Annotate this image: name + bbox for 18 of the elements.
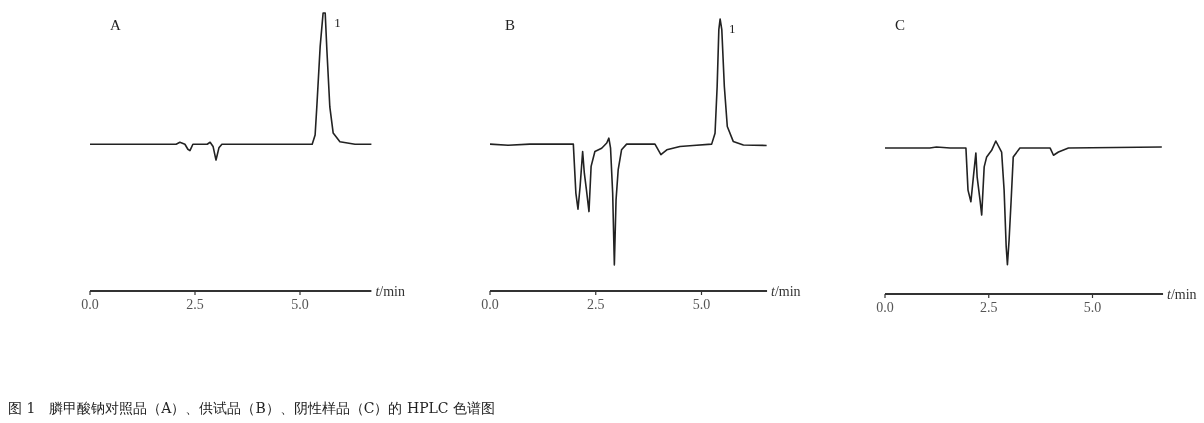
- annotation: 1: [729, 21, 736, 36]
- annotation: 1: [334, 15, 341, 30]
- x-tick-label: 2.5: [186, 297, 204, 312]
- x-axis-title: t/min: [1167, 287, 1197, 302]
- x-tick-label: 0.0: [481, 297, 499, 312]
- x-tick-label: 5.0: [291, 297, 309, 312]
- x-axis-title: t/min: [771, 284, 801, 299]
- chart-title: B: [505, 17, 516, 33]
- chart-title: A: [110, 17, 121, 33]
- x-tick-label: 5.0: [1083, 300, 1102, 315]
- chart-title: C: [895, 17, 906, 33]
- x-tick-label: 0.0: [876, 300, 894, 315]
- x-tick-label: 0.0: [81, 297, 99, 312]
- x-axis-title: t/min: [375, 284, 405, 299]
- caption: 图 1 膦甲酸钠对照品（A）、供试品（B）、阴性样品（C）的 HPLC 色谱图: [8, 400, 496, 416]
- x-tick-label: 2.5: [980, 300, 998, 315]
- x-tick-label: 5.0: [692, 297, 711, 312]
- x-tick-label: 2.5: [587, 297, 605, 312]
